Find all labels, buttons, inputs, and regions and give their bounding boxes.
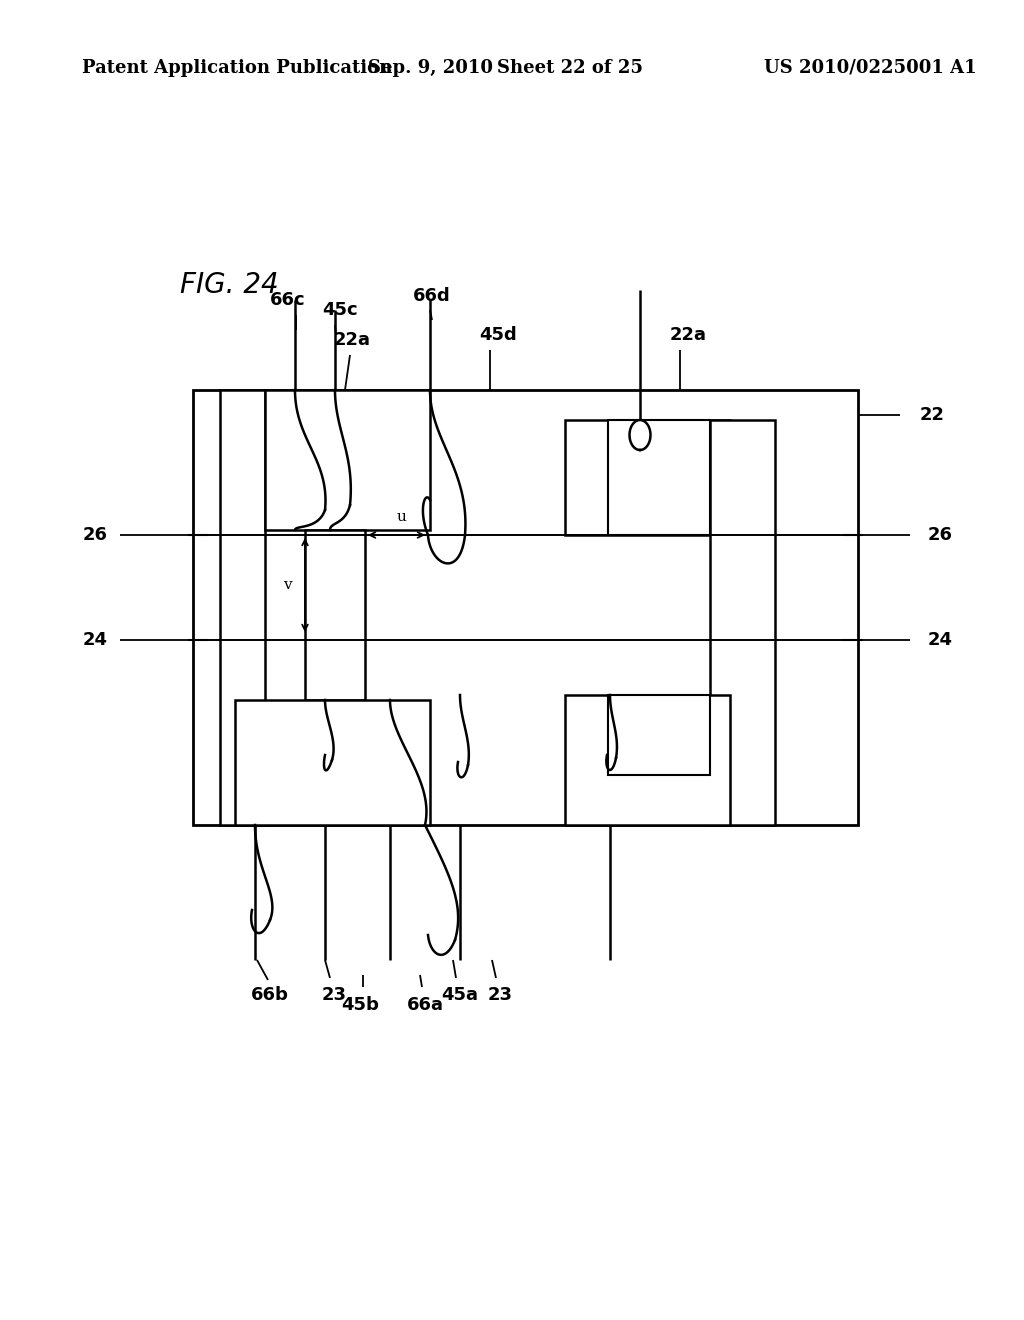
Bar bbox=[565, 696, 730, 825]
Bar bbox=[234, 700, 430, 825]
Text: 22a: 22a bbox=[670, 326, 707, 345]
Text: 66d: 66d bbox=[413, 286, 451, 305]
Bar bbox=[565, 420, 730, 535]
Text: 23: 23 bbox=[322, 986, 346, 1005]
Text: 45c: 45c bbox=[323, 301, 357, 319]
Text: 26: 26 bbox=[83, 525, 108, 544]
Text: Patent Application Publication: Patent Application Publication bbox=[82, 59, 392, 77]
Bar bbox=[220, 389, 265, 825]
Text: Sheet 22 of 25: Sheet 22 of 25 bbox=[497, 59, 643, 77]
Bar bbox=[608, 420, 710, 535]
Text: 24: 24 bbox=[928, 631, 953, 649]
Text: u: u bbox=[396, 510, 407, 524]
Text: 45a: 45a bbox=[441, 986, 478, 1005]
Text: 45b: 45b bbox=[341, 997, 379, 1014]
Bar bbox=[265, 389, 430, 531]
Text: 45d: 45d bbox=[479, 326, 517, 345]
Text: 66c: 66c bbox=[270, 290, 306, 309]
Text: 26: 26 bbox=[928, 525, 953, 544]
Text: v: v bbox=[283, 578, 291, 591]
Bar bbox=[193, 389, 858, 825]
Text: 66a: 66a bbox=[407, 997, 443, 1014]
Text: Sep. 9, 2010: Sep. 9, 2010 bbox=[368, 59, 493, 77]
Text: US 2010/0225001 A1: US 2010/0225001 A1 bbox=[764, 59, 976, 77]
Bar bbox=[608, 696, 710, 775]
Text: 24: 24 bbox=[83, 631, 108, 649]
Text: 66b: 66b bbox=[251, 986, 289, 1005]
Text: 22a: 22a bbox=[334, 331, 371, 348]
Text: FIG. 24: FIG. 24 bbox=[180, 271, 279, 300]
Bar bbox=[710, 420, 775, 825]
Bar bbox=[305, 531, 365, 700]
Text: 23: 23 bbox=[487, 986, 512, 1005]
Text: 22: 22 bbox=[920, 407, 945, 424]
